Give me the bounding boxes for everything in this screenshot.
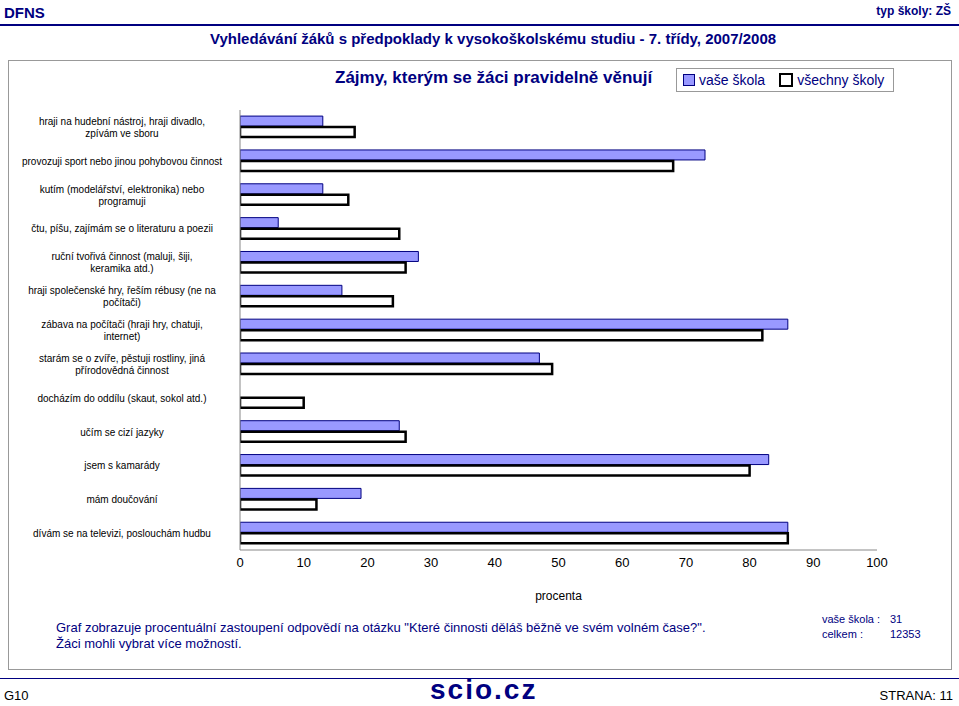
html-text:31: 31 xyxy=(890,613,903,625)
svg-text:kutím (modelářství, elektronik: kutím (modelářství, elektronika) nebopro… xyxy=(40,184,205,207)
html-text:typ školy: ZŠ: typ školy: ZŠ xyxy=(876,4,951,18)
svg-text:učím se cizí jazyky: učím se cizí jazyky xyxy=(80,427,163,438)
svg-text:jsem s kamarády: jsem s kamarády xyxy=(83,460,160,471)
svg-text:hraji na hudební nástroj, hraj: hraji na hudební nástroj, hraji divadlo,… xyxy=(39,116,205,139)
svg-text:starám se o zvíře, pěstuji ros: starám se o zvíře, pěstuji rostliny, jin… xyxy=(39,353,205,376)
svg-text:30: 30 xyxy=(424,555,438,570)
svg-text:60: 60 xyxy=(615,555,629,570)
svg-text:dívám se na televizi, poslouch: dívám se na televizi, poslouchám hudbu xyxy=(33,528,211,539)
svg-text:40: 40 xyxy=(488,555,502,570)
html-text:všechny školy: všechny školy xyxy=(797,72,885,88)
svg-text:mám doučování: mám doučování xyxy=(86,494,157,505)
svg-text:50: 50 xyxy=(551,555,565,570)
svg-text:hraji společenské hry, řeším r: hraji společenské hry, řeším rébusy (ne … xyxy=(28,285,216,308)
svg-text:procenta: procenta xyxy=(535,589,582,603)
html-text:Žáci mohli vybrat více možnost: Žáci mohli vybrat více možností. xyxy=(56,636,242,651)
svg-text:10: 10 xyxy=(296,555,310,570)
html-text:12353: 12353 xyxy=(890,628,921,640)
html-text:G10: G10 xyxy=(4,688,29,703)
html-text:DFNS: DFNS xyxy=(4,4,45,21)
svg-text:docházím do oddílu (skaut, sok: docházím do oddílu (skaut, sokol atd.) xyxy=(38,393,207,404)
svg-text:80: 80 xyxy=(742,555,756,570)
svg-text:zábava na počítači (hraji hry,: zábava na počítači (hraji hry, chatuji,i… xyxy=(41,319,203,342)
html-text:vaše škola: vaše škola xyxy=(699,72,766,88)
html-text:vaše škola :: vaše škola : xyxy=(822,613,881,625)
html-text:Graf zobrazuje procentuální za: Graf zobrazuje procentuální zastoupení o… xyxy=(56,620,706,635)
html-text:STRANA: 11: STRANA: 11 xyxy=(879,688,953,703)
svg-text:čtu, píšu, zajímám se o litera: čtu, píšu, zajímám se o literaturu a poe… xyxy=(31,223,213,234)
html-text:celkem :: celkem : xyxy=(822,628,863,640)
html-text:Vyhledávání žáků s předpoklady: Vyhledávání žáků s předpoklady k vysokoš… xyxy=(210,30,777,47)
svg-text:provozuji sport nebo jinou poh: provozuji sport nebo jinou pohybovou čin… xyxy=(22,156,222,167)
svg-text:0: 0 xyxy=(236,555,243,570)
svg-text:100: 100 xyxy=(866,555,888,570)
svg-text:20: 20 xyxy=(360,555,374,570)
html-text:Zájmy, kterým se žáci pravidel: Zájmy, kterým se žáci pravidelně věnují xyxy=(335,68,653,87)
html-text:scio.cz: scio.cz xyxy=(430,674,538,705)
svg-text:ruční tvořivá činnost (maluji,: ruční tvořivá činnost (maluji, šiji,kera… xyxy=(51,251,192,274)
svg-text:70: 70 xyxy=(679,555,693,570)
svg-text:90: 90 xyxy=(806,555,820,570)
